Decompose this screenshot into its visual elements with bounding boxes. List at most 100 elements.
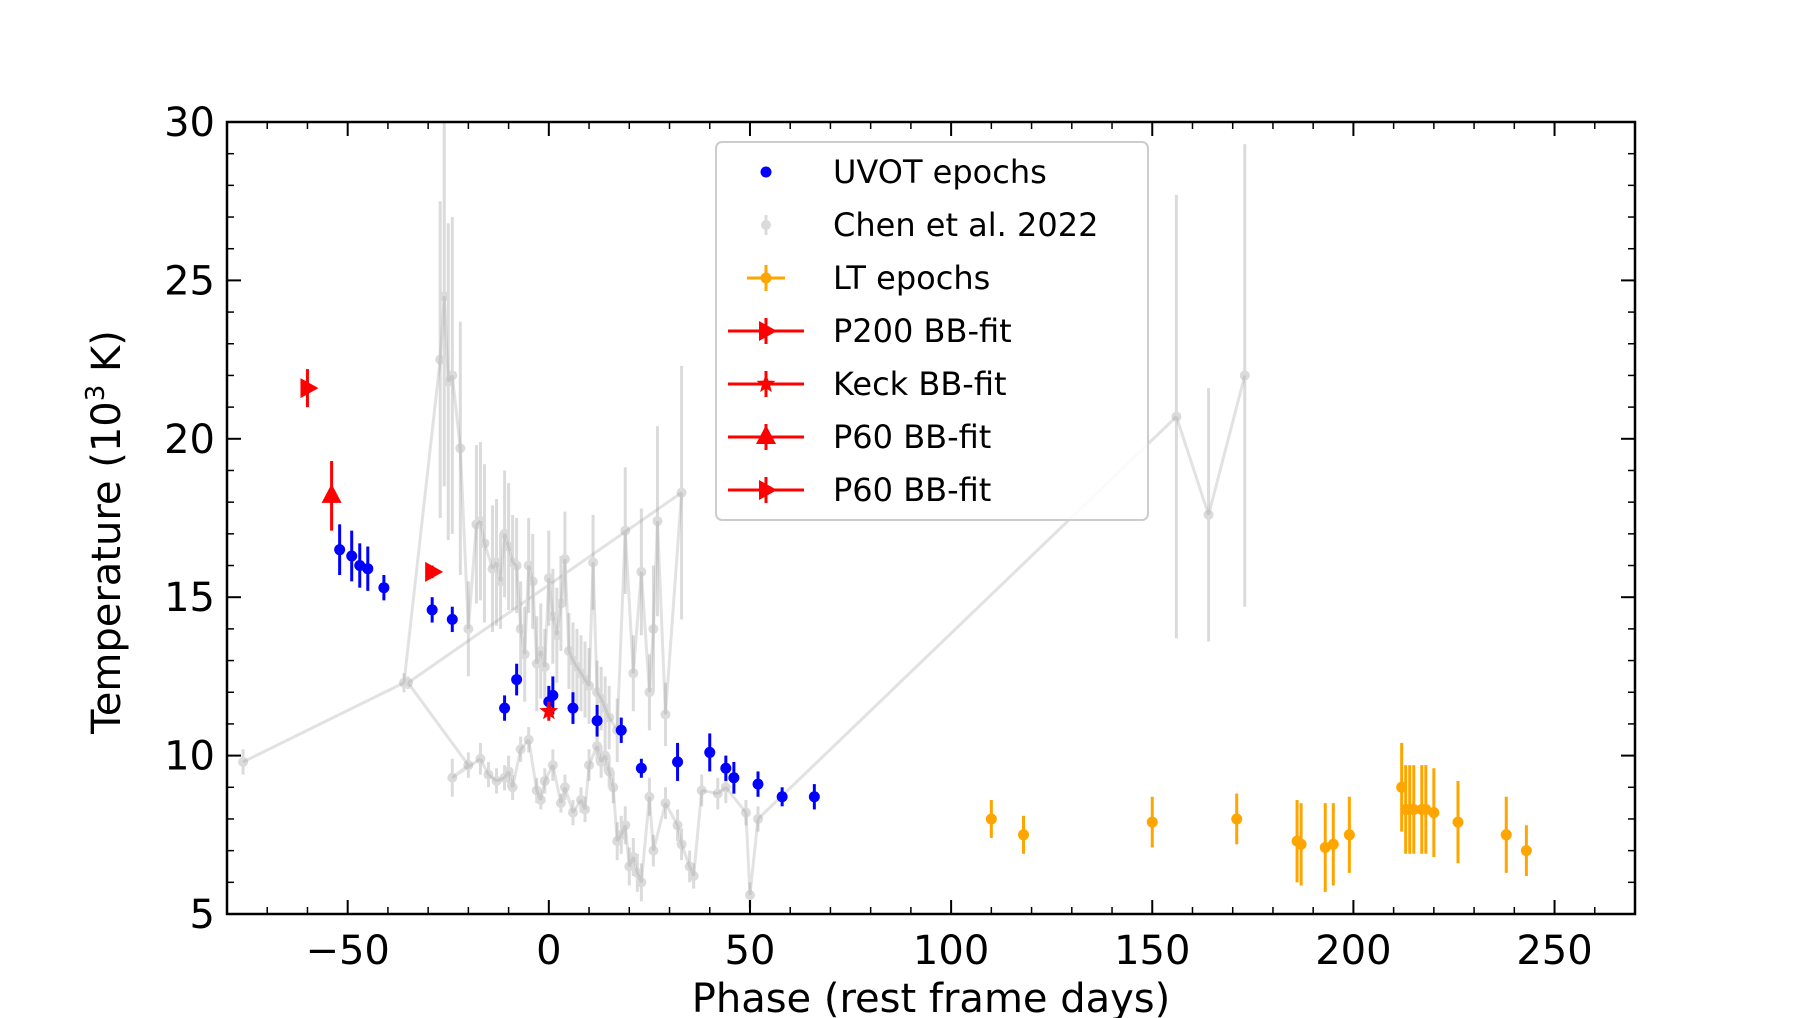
legend-handle (756, 425, 776, 444)
chen-point (567, 655, 578, 666)
data-point (1146, 816, 1158, 828)
data-point (1428, 807, 1440, 819)
chen-segment (692, 790, 704, 877)
legend-label: P60 BB-fit (833, 418, 991, 456)
chen-segment (627, 856, 635, 868)
data-point (635, 762, 647, 774)
y-tick-label: 30 (164, 100, 215, 146)
chen-segment (744, 812, 752, 896)
chen-point (499, 772, 510, 783)
chen-segment (619, 824, 627, 836)
chen-point (539, 661, 550, 672)
chen-point (527, 576, 538, 587)
data-point (321, 483, 342, 503)
chen-segment (623, 825, 631, 867)
data-point (378, 582, 390, 594)
chen-segment (466, 524, 478, 629)
data-point (1452, 816, 1464, 828)
chen-segment (579, 799, 587, 811)
chen-point (600, 750, 611, 761)
chen-point (571, 661, 582, 672)
chen-segment (635, 872, 643, 883)
chen-point (676, 839, 687, 850)
chen-segment (523, 565, 531, 655)
data-point (511, 674, 523, 686)
chen-segment (595, 691, 603, 700)
chen-segment (458, 448, 470, 629)
data-point (728, 772, 740, 784)
chen-segment (450, 375, 462, 449)
chen-segment (680, 843, 692, 867)
chen-segment (535, 650, 543, 665)
data-point (720, 762, 732, 774)
chen-point (551, 630, 562, 641)
legend-label: Chen et al. 2022 (833, 206, 1098, 244)
data-point (539, 701, 559, 720)
chen-point (648, 623, 659, 634)
legend-label: P60 BB-fit (833, 471, 991, 509)
x-tick-label: 0 (536, 928, 561, 974)
chen-point (531, 658, 542, 669)
chen-segment (475, 519, 482, 526)
chen-segment (551, 615, 559, 636)
chen-segment (559, 786, 567, 804)
legend-handle (760, 272, 772, 284)
chen-point (515, 623, 526, 634)
chen-point (535, 646, 546, 657)
legend-label: Keck BB-fit (833, 365, 1007, 403)
chen-point (507, 557, 518, 568)
chen-point (523, 560, 534, 571)
data-point (300, 378, 319, 399)
chen-point (535, 794, 546, 805)
chen-point (584, 760, 595, 771)
chen-point (604, 766, 615, 777)
data-series (300, 369, 1532, 892)
chen-segment (451, 763, 470, 779)
chen-point (507, 782, 518, 793)
data-point (1295, 838, 1307, 850)
chen-segment (591, 562, 599, 693)
chen-segment (407, 491, 683, 684)
chen-point (463, 760, 474, 771)
chen-segment (535, 789, 543, 801)
chen-segment (655, 521, 667, 715)
chen-point (712, 788, 723, 799)
chen-segment (639, 571, 651, 693)
chen-segment (442, 296, 450, 382)
chen-point (238, 756, 249, 767)
chen-segment (563, 786, 575, 814)
chen-point (644, 687, 655, 698)
x-tick-label: −50 (305, 928, 389, 974)
chen-connecting-lines (242, 296, 1247, 896)
chen-point (753, 813, 764, 824)
data-point (426, 604, 438, 616)
chen-segment (446, 374, 454, 383)
chen-segment (503, 770, 510, 779)
chen-point (487, 563, 498, 574)
data-point (346, 550, 358, 562)
data-point (446, 613, 458, 625)
data-point (808, 791, 820, 803)
y-tick-label: 10 (164, 734, 215, 780)
chen-segment (607, 716, 619, 732)
chen-point (499, 528, 510, 539)
chen-point (608, 782, 619, 793)
chen-segment (507, 771, 515, 788)
chen-segment (595, 745, 603, 763)
plot-frame (225, 120, 1637, 916)
chen-point (491, 557, 502, 568)
chen-segment (543, 764, 555, 782)
data-point (1231, 813, 1243, 825)
chen-point (636, 566, 647, 577)
chen-point (584, 680, 595, 691)
data-point (672, 756, 684, 768)
legend-handle (760, 166, 772, 178)
legend-handle-dot (761, 220, 771, 230)
series-p60-bb-fit (425, 561, 444, 582)
y-tick-label: 15 (164, 575, 215, 621)
chen-segment (483, 542, 494, 570)
chen-segment (527, 739, 539, 791)
chen-segment (547, 578, 555, 617)
chen-segment (478, 520, 486, 544)
